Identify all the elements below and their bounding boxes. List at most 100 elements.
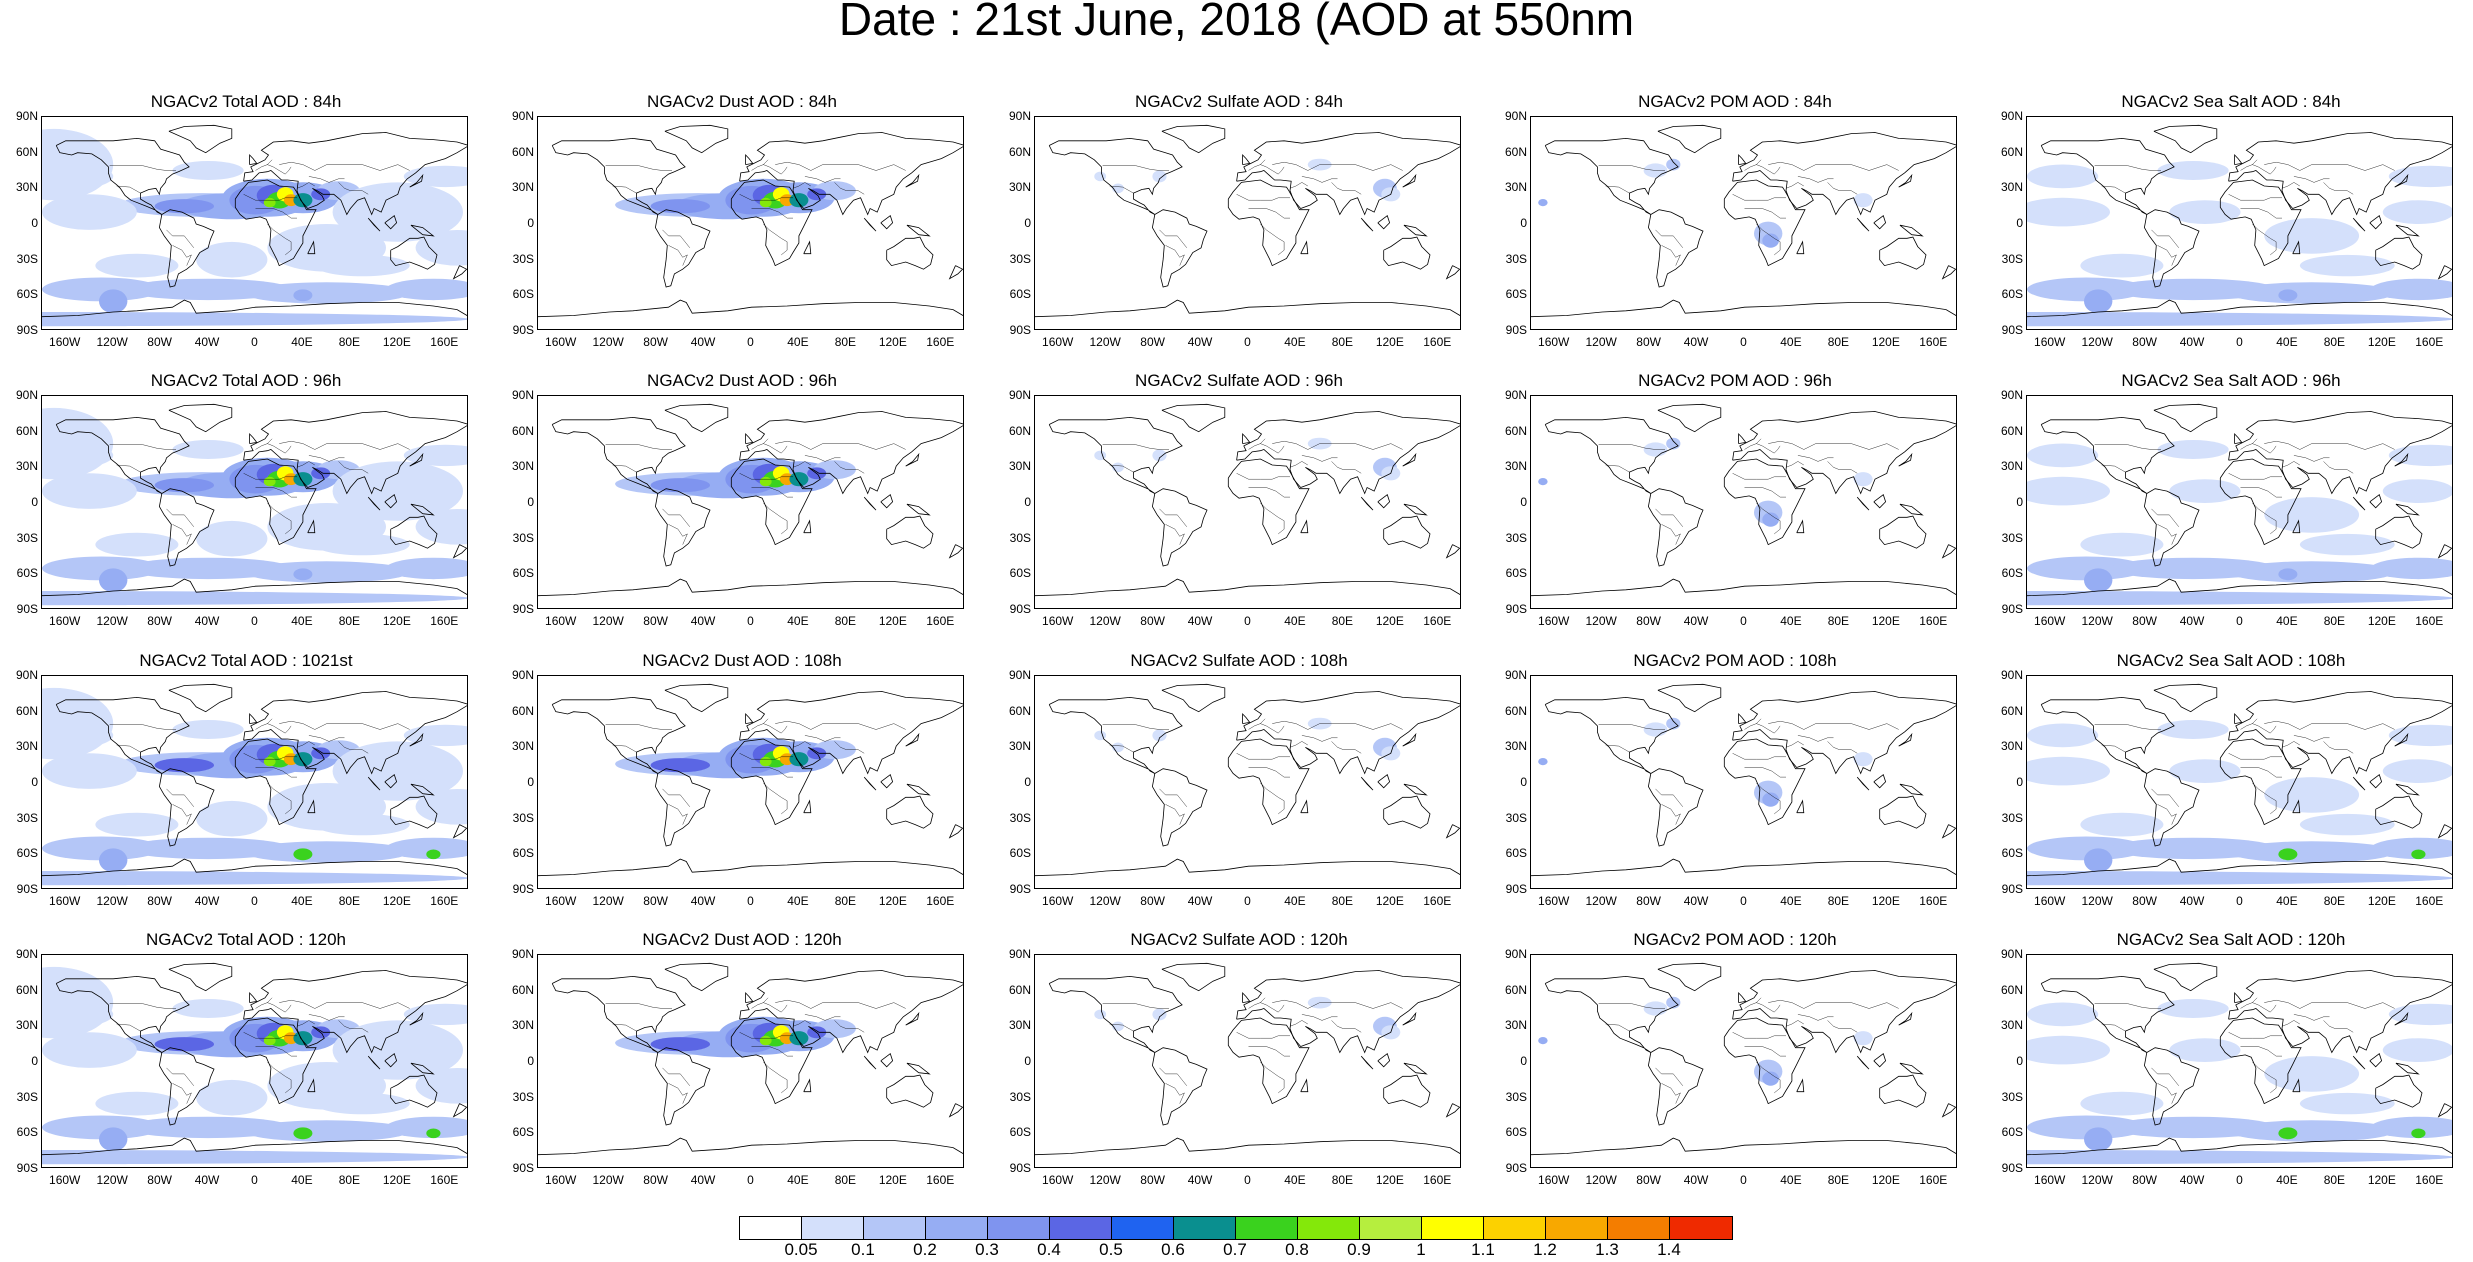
longitude-axis: 160W 120W 80W 40W 0 40E 80E 120E 160E (537, 894, 964, 912)
lat-tick-label: 30S (2001, 810, 2023, 825)
latitude-axis: 90N 60N 30N 0 30S 60S 90S (1985, 389, 2023, 615)
country-border (267, 502, 292, 535)
lon-tick-label: 40W (194, 335, 220, 349)
coastline (384, 494, 398, 509)
lat-tick-label: 0 (1024, 775, 1031, 789)
lon-tick-label: 120W (96, 335, 128, 349)
coastline (2369, 1053, 2383, 1068)
coastline (803, 240, 812, 255)
aod-contour (1094, 450, 1107, 461)
country-border (2240, 767, 2282, 778)
country-border (1260, 502, 1285, 535)
aod-field (42, 407, 467, 606)
aod-contour (2388, 1003, 2452, 1026)
world-map (1035, 683, 1460, 877)
map-frame (2026, 116, 2453, 330)
country-border (2264, 999, 2395, 1009)
lon-tick-label: 120E (878, 894, 907, 908)
coastline (168, 124, 233, 154)
lat-tick-label: 90N (511, 947, 534, 961)
aod-contour (2411, 1128, 2426, 1139)
lon-tick-label: 120E (1375, 1173, 1404, 1187)
lat-tick-label: 60N (511, 144, 534, 159)
country-border (1768, 161, 1899, 171)
lon-tick-label: 80E (834, 1173, 857, 1187)
coastline (1151, 768, 1208, 847)
country-border (1744, 159, 1762, 171)
coastline (55, 975, 190, 1053)
panel-title: NGACv2 Total AOD : 1021st (139, 651, 353, 670)
country-border (2252, 502, 2277, 535)
lon-tick-label: 80W (147, 335, 172, 349)
country-border (2157, 245, 2177, 266)
lat-tick-label: 60N (1504, 703, 1527, 718)
country-border (1756, 782, 1781, 815)
lon-tick-label: 40W (194, 1173, 220, 1187)
coastline (2219, 738, 2302, 826)
country-border (296, 461, 315, 468)
latitude-axis: 90N 60N 30N 0 30S 60S 90S (496, 110, 534, 336)
coastline (410, 1062, 435, 1075)
coastline (1544, 137, 1679, 215)
lon-tick-label: 80E (1827, 894, 1850, 908)
coastline (1383, 515, 1431, 549)
aod-contour (2169, 1038, 2241, 1062)
lon-tick-label: 40E (1780, 894, 1802, 908)
colorbar-label: 1 (1416, 1240, 1426, 1259)
aod-contour (42, 407, 114, 480)
country-border (267, 723, 292, 734)
lon-tick-label: 40W (1683, 335, 1709, 349)
aod-contour (267, 224, 386, 272)
lon-tick-label: 160E (1423, 614, 1452, 628)
colorbar-label: 0.5 (1099, 1240, 1123, 1259)
lon-tick-label: 160E (2415, 1173, 2444, 1187)
map-frame (537, 116, 964, 330)
country-border (751, 718, 769, 730)
country-border (1785, 741, 1804, 748)
lon-tick-label: 160W (49, 335, 81, 349)
country-border (1165, 245, 1185, 266)
aod-contour (332, 182, 463, 242)
aod-field (2027, 161, 2452, 327)
lon-tick-label: 80W (147, 894, 172, 908)
lat-tick-label: 30S (2001, 1089, 2023, 1104)
lat-tick-label: 60S (1009, 846, 1031, 861)
lat-tick-label: 30N (511, 459, 534, 474)
lon-tick-label: 160E (2415, 894, 2444, 908)
lat-tick-label: 60N (1504, 423, 1527, 438)
coastline (168, 403, 233, 433)
lon-tick-label: 120W (96, 614, 128, 628)
aod-contour (2228, 282, 2395, 304)
world-map (42, 403, 467, 606)
country-border (2252, 1002, 2277, 1013)
coastline (1402, 173, 1417, 188)
lon-tick-label: 40W (1187, 894, 1213, 908)
coastline (2394, 732, 2409, 747)
lon-tick-label: 80W (1636, 894, 1661, 908)
aod-contour (1853, 472, 1873, 487)
latitude-axis: 90N 60N 30N 0 30S 60S 90S (993, 110, 1031, 336)
coastline (2153, 962, 2218, 992)
country-border (116, 464, 141, 473)
lon-tick-label: 120W (96, 1173, 128, 1187)
coastline (664, 683, 729, 713)
colorbar-label: 0.05 (784, 1240, 818, 1259)
aod-contour (243, 282, 410, 304)
aod-contour (2264, 218, 2360, 254)
lat-tick-label: 30S (16, 810, 38, 825)
lon-tick-label: 0 (1244, 894, 1251, 908)
coastline (1377, 1053, 1391, 1068)
country-border (751, 208, 793, 219)
lon-tick-label: 160E (926, 335, 955, 349)
lon-tick-label: 40W (690, 614, 716, 628)
latitude-axis: 90N 60N 30N 0 30S 60S 90S (993, 669, 1031, 895)
aod-field (42, 128, 467, 327)
lat-tick-label: 30N (1504, 739, 1527, 754)
country-border (308, 455, 345, 462)
lat-tick-label: 90S (16, 882, 38, 896)
coastline (1161, 683, 1226, 713)
lon-tick-label: 120W (1585, 335, 1617, 349)
lat-tick-label: 30N (2000, 180, 2023, 195)
lon-tick-label: 160W (2034, 614, 2066, 628)
lon-tick-label: 160E (1919, 335, 1948, 349)
